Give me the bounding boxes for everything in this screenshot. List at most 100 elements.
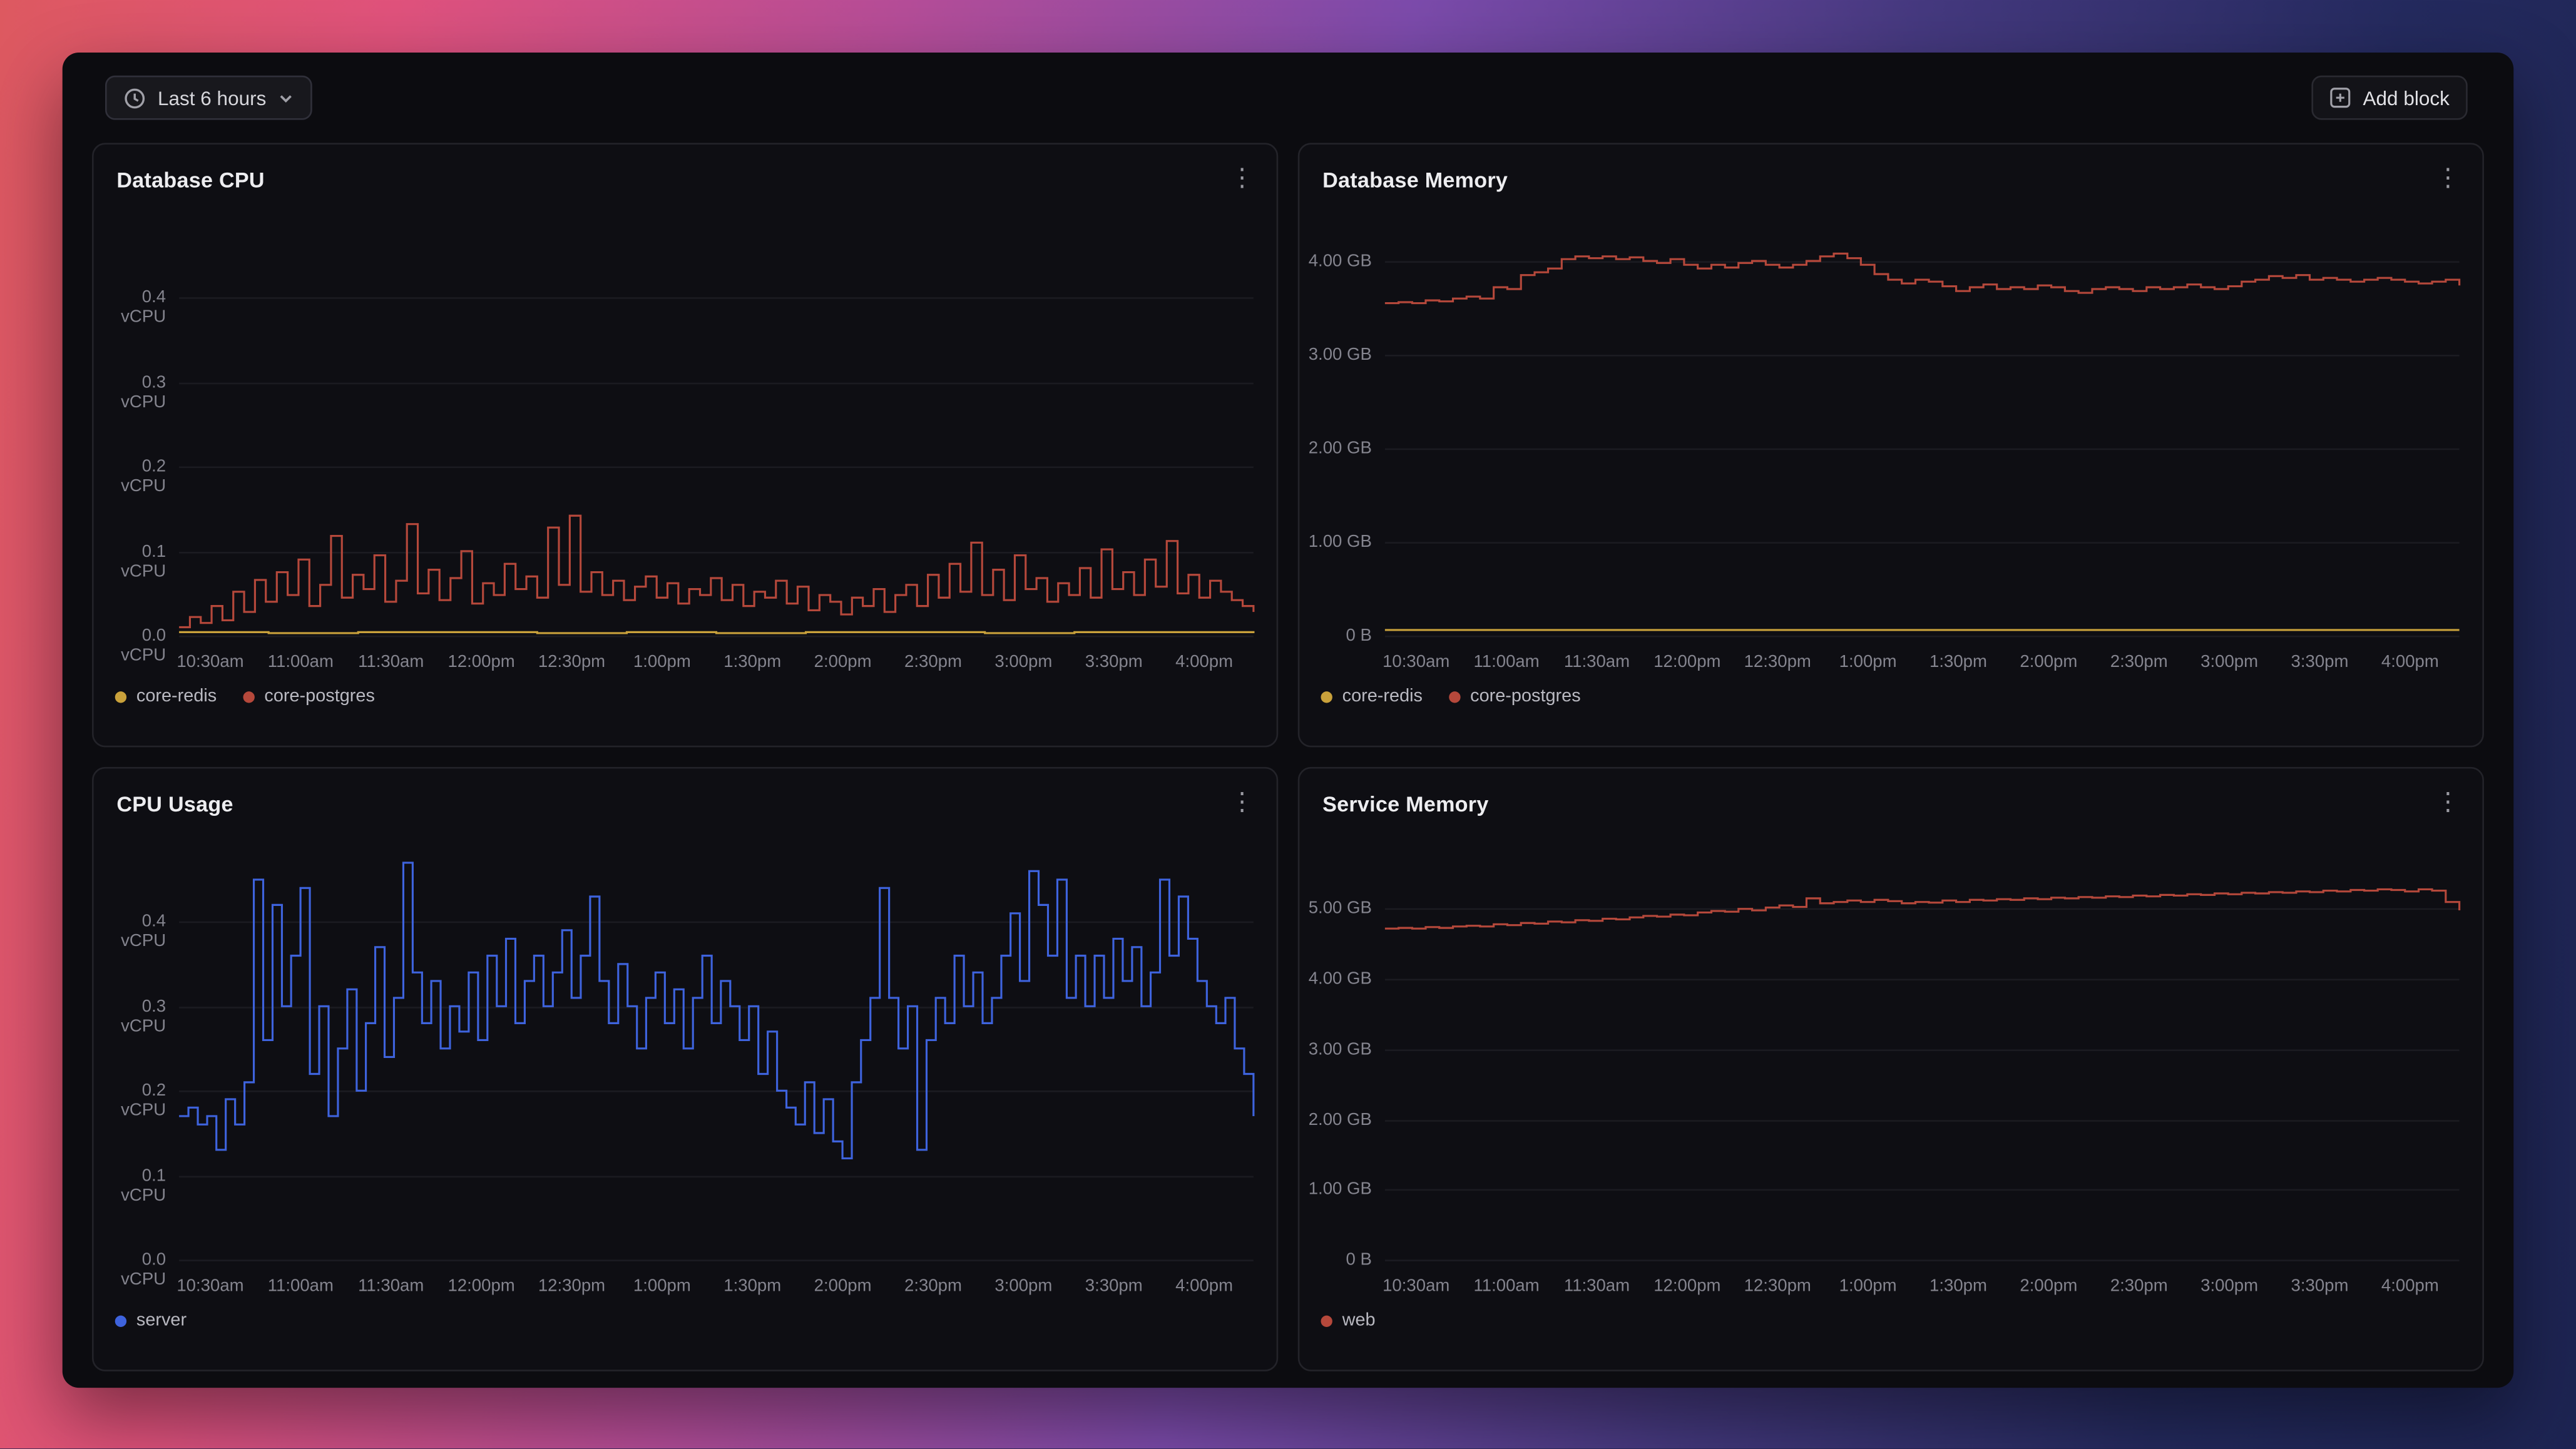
gridline — [179, 466, 1254, 469]
time-range-label: Last 6 hours — [158, 86, 267, 109]
y-axis-label: 2.00 GB — [1308, 438, 1372, 459]
time-range-button[interactable]: Last 6 hours — [105, 75, 312, 120]
y-axis-label: 1.00 GB — [1308, 1179, 1372, 1200]
panel-database-cpu: Database CPU ⋮ 0.0 vCPU 0.1 vCPU 0.2 vCPU 0… — [92, 143, 1279, 748]
chart-database-memory[interactable]: 0 B 1.00 GB 2.00 GB 3.00 GB 4.00 GB 10:30am 11… — [1299, 145, 2482, 746]
x-axis-label: 1:00pm — [1839, 1276, 1897, 1296]
legend-item-core-postgres[interactable]: core-postgres — [1449, 686, 1581, 706]
chevron-down-icon — [278, 89, 294, 106]
chart-plot[interactable] — [1384, 846, 2461, 1260]
legend-dot — [115, 690, 127, 703]
x-axis-label: 3:30pm — [2291, 652, 2349, 672]
legend-dot — [1321, 1314, 1332, 1326]
gridline — [1384, 1049, 2460, 1051]
gridline — [1384, 542, 2460, 544]
x-axis-label: 11:30am — [358, 652, 424, 672]
add-block-button[interactable]: Add block — [2312, 75, 2468, 120]
x-axis-label: 3:30pm — [1085, 1276, 1143, 1296]
legend-item-server[interactable]: server — [115, 1311, 187, 1330]
gridline — [179, 922, 1254, 924]
y-axis-label: 0.2 vCPU — [121, 456, 166, 496]
panel-menu-button[interactable]: ⋮ — [2426, 782, 2469, 825]
x-axis-label: 12:30pm — [538, 1276, 606, 1296]
x-axis-label: 3:30pm — [1085, 652, 1143, 672]
chart-cpu-usage[interactable]: 0.0 vCPU 0.1 vCPU 0.2 vCPU 0.3 vCPU 0.4 vCPU… — [94, 769, 1277, 1370]
x-axis-label: 12:00pm — [1653, 1276, 1721, 1296]
x-axis-label: 11:30am — [1563, 652, 1630, 672]
y-axis-label: 0.1 vCPU — [121, 541, 166, 581]
toolbar: Last 6 hours Add block — [92, 75, 2484, 120]
gridline — [1384, 979, 2460, 981]
panel-menu-button[interactable]: ⋮ — [2426, 158, 2469, 200]
x-axis-label: 11:00am — [1473, 652, 1540, 672]
legend-dot — [115, 1314, 127, 1326]
x-axis-label: 4:00pm — [2381, 652, 2439, 672]
gridline — [1384, 1259, 2460, 1261]
x-axis-label: 12:00pm — [447, 1276, 515, 1296]
x-axis-label: 2:30pm — [2110, 1276, 2168, 1296]
x-axis-label: 1:00pm — [633, 652, 691, 672]
x-axis-label: 1:30pm — [723, 652, 782, 672]
panel-menu-button[interactable]: ⋮ — [1220, 782, 1263, 825]
x-axis-label: 3:30pm — [2291, 1276, 2349, 1296]
x-axis-label: 10:30am — [176, 1276, 244, 1296]
legend-label: core-redis — [1342, 686, 1423, 706]
x-axis-label: 10:30am — [1383, 1276, 1450, 1296]
series-web — [1384, 888, 2461, 930]
metrics-dashboard: Last 6 hours Add block D — [62, 53, 2514, 1388]
legend-item-core-redis[interactable]: core-redis — [115, 686, 217, 706]
legend-item-core-redis[interactable]: core-redis — [1321, 686, 1423, 706]
gridline — [179, 1175, 1254, 1177]
y-axis-label: 3.00 GB — [1308, 1039, 1372, 1059]
series-core-postgres — [1384, 252, 2461, 305]
series-server — [179, 862, 1255, 1159]
x-axis-label: 11:30am — [1563, 1276, 1630, 1296]
chart-plot[interactable] — [1384, 221, 2461, 636]
x-axis-label: 4:00pm — [1175, 1276, 1234, 1296]
gridline — [1384, 355, 2460, 357]
y-axis-label: 0 B — [1346, 1249, 1372, 1270]
y-axis-label: 0.4 vCPU — [121, 288, 166, 328]
gridline — [179, 297, 1254, 300]
legend-item-web[interactable]: web — [1321, 1311, 1376, 1330]
y-axis-label: 4.00 GB — [1308, 251, 1372, 271]
y-axis-label: 2.00 GB — [1308, 1109, 1372, 1129]
y-axis-label: 0 B — [1346, 626, 1372, 646]
y-axis-label: 0.0 vCPU — [121, 626, 166, 666]
x-axis-label: 11:00am — [267, 652, 334, 672]
x-axis-label: 2:30pm — [904, 1276, 962, 1296]
chart-database-cpu[interactable]: 0.0 vCPU 0.1 vCPU 0.2 vCPU 0.3 vCPU 0.4 vCPU… — [94, 145, 1277, 746]
y-axis-label: 0.3 vCPU — [121, 996, 166, 1036]
y-axis-label: 0.3 vCPU — [121, 372, 166, 412]
panels-grid: Database CPU ⋮ 0.0 vCPU 0.1 vCPU 0.2 vCPU 0… — [92, 143, 2484, 1371]
x-axis-label: 1:00pm — [633, 1276, 691, 1296]
gridline — [179, 1006, 1254, 1008]
legend-label: core-postgres — [1470, 686, 1581, 706]
panel-title: Service Memory — [1322, 791, 1489, 816]
gridline — [179, 1091, 1254, 1092]
x-axis-label: 12:00pm — [1653, 652, 1721, 672]
y-axis-label: 1.00 GB — [1308, 532, 1372, 552]
x-axis-label: 1:30pm — [723, 1276, 782, 1296]
x-axis-label: 1:00pm — [1839, 652, 1897, 672]
y-axis-label: 0.4 vCPU — [121, 912, 166, 952]
chart-legend: server — [115, 1311, 187, 1330]
legend-item-core-postgres[interactable]: core-postgres — [243, 686, 375, 706]
panel-menu-button[interactable]: ⋮ — [1220, 158, 1263, 200]
chart-legend: core-redis core-postgres — [115, 686, 375, 706]
chart-plot[interactable] — [179, 846, 1255, 1260]
add-block-icon — [2330, 87, 2351, 108]
panel-database-memory: Database Memory ⋮ 0 B 1.00 GB 2.00 GB 3.00 … — [1297, 143, 2484, 748]
x-axis-label: 2:30pm — [904, 652, 962, 672]
panel-title: Database Memory — [1322, 167, 1508, 193]
x-axis-label: 11:30am — [358, 1276, 424, 1296]
chart-plot[interactable] — [179, 221, 1255, 636]
panel-cpu-usage: CPU Usage ⋮ 0.0 vCPU 0.1 vCPU 0.2 vCPU 0.3 … — [92, 766, 1279, 1371]
chart-service-memory[interactable]: 0 B 1.00 GB 2.00 GB 3.00 GB 4.00 GB 5.00 GB 10… — [1299, 769, 2482, 1370]
y-axis-label: 0.0 vCPU — [121, 1249, 166, 1289]
gridline — [179, 551, 1254, 553]
gridline — [1384, 1119, 2460, 1121]
y-axis-label: 0.2 vCPU — [121, 1080, 166, 1121]
legend-label: core-postgres — [264, 686, 375, 706]
chart-legend: web — [1321, 1311, 1376, 1330]
